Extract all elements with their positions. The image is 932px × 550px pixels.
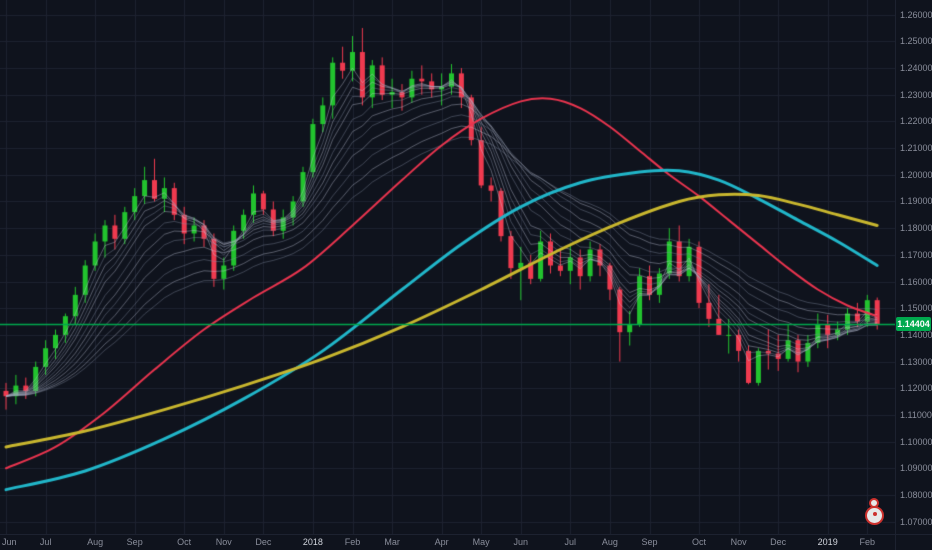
price-tick-label: 1.18000	[900, 223, 932, 234]
time-tick-label: Sep	[641, 537, 658, 547]
time-tick-label: Jun	[2, 537, 17, 547]
price-tick-label: 1.17000	[900, 249, 932, 260]
time-tick-label: Jul	[564, 537, 577, 547]
publisher-logo-icon	[862, 498, 888, 528]
time-tick-label: Oct	[177, 537, 192, 547]
price-tick-label: 1.15000	[900, 303, 932, 314]
price-tick-label: 1.11000	[900, 409, 932, 420]
axis-corner	[895, 534, 932, 550]
time-tick-label: Nov	[730, 537, 747, 547]
price-tick-label: 1.19000	[900, 196, 932, 207]
price-tick-label: 1.07000	[900, 516, 932, 527]
price-tick-label: 1.12000	[900, 383, 932, 394]
price-tick-label: 1.08000	[900, 489, 932, 500]
last-price-tag: 1.14404	[896, 317, 931, 332]
time-tick-label: Sep	[126, 537, 143, 547]
price-tick-label: 1.26000	[900, 9, 932, 20]
time-tick-label: Nov	[215, 537, 232, 547]
price-tick-label: 1.16000	[900, 276, 932, 287]
logo-dot-shape	[873, 512, 877, 516]
price-tick-label: 1.23000	[900, 89, 932, 100]
time-tick-label: Feb	[344, 537, 361, 547]
time-tick-label: Aug	[87, 537, 104, 547]
time-tick-label: Jun	[513, 537, 529, 547]
time-tick-label: Mar	[384, 537, 400, 547]
price-tick-label: 1.13000	[900, 356, 932, 367]
time-tick-label: 2018	[302, 537, 323, 547]
time-axis[interactable]: Jun Jul Aug Sep Oct Nov Dec 2018 Feb Mar Apr May Jun…	[0, 534, 896, 550]
price-tick-label: 1.10000	[900, 436, 932, 447]
price-tick-label: 1.14000	[900, 329, 932, 340]
price-tick-label: 1.25000	[900, 36, 932, 47]
time-tick-label: 2019	[817, 537, 838, 547]
price-axis[interactable]: 1.14404 1.26000 1.25000 1.24000 1.23000 1.22…	[895, 0, 932, 535]
time-tick-label: Feb	[859, 537, 876, 547]
price-tick-label: 1.21000	[900, 143, 932, 154]
time-tick-label: Dec	[770, 537, 787, 547]
price-tick-label: 1.24000	[900, 63, 932, 74]
price-tick-label: 1.22000	[900, 116, 932, 127]
price-tick-label: 1.20000	[900, 169, 932, 180]
time-tick-label: Aug	[601, 537, 618, 547]
time-tick-label: Apr	[434, 537, 449, 547]
last-price-value: 1.14404	[897, 319, 930, 330]
time-tick-label: Dec	[255, 537, 272, 547]
price-tick-label: 1.09000	[900, 463, 932, 474]
time-tick-label: Oct	[691, 537, 707, 547]
chart-plot-canvas[interactable]	[0, 0, 896, 535]
time-tick-label: May	[472, 537, 490, 547]
time-tick-label: Jul	[39, 537, 52, 547]
